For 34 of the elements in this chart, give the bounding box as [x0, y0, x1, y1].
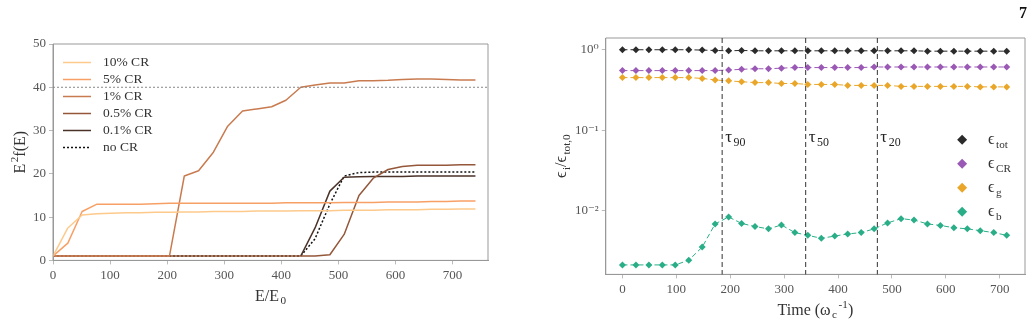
- x-tick-label: 500: [328, 266, 349, 282]
- legend-label: 0.5% CR: [103, 105, 153, 121]
- legend-label: 1% CR: [103, 88, 143, 104]
- x-tick-label: 700: [989, 280, 1010, 296]
- x-tick-label: 600: [936, 280, 956, 296]
- x-tick-label: 600: [385, 266, 406, 282]
- legend-label: 10% CR: [103, 54, 150, 70]
- y-tick-label: 10: [33, 208, 46, 224]
- x-tick-label: 0: [619, 280, 626, 296]
- text: 7: [1019, 4, 1027, 22]
- y-tick-label: 0: [39, 251, 46, 267]
- y-tick-label: 50: [33, 35, 46, 51]
- x-tick-label: 400: [271, 266, 292, 282]
- x-tick-label: 300: [774, 280, 794, 296]
- x-tick-label: 300: [214, 266, 235, 282]
- y-tick-label: 20: [33, 165, 46, 181]
- x-tick-label: 700: [442, 266, 463, 282]
- y-tick-label: 30: [33, 121, 46, 137]
- x-tick-label: 100: [666, 280, 687, 296]
- y-tick-label: 10⁰: [580, 41, 599, 57]
- x-tick-label: 400: [828, 280, 848, 296]
- x-tick-label: 0: [49, 266, 57, 282]
- x-tick-label: 200: [157, 266, 177, 282]
- legend-label: no CR: [103, 139, 138, 155]
- y-tick-label: 40: [33, 78, 46, 94]
- y-tick-label: 10⁻²: [574, 201, 599, 217]
- x-tick-label: 100: [100, 266, 120, 282]
- legend-label: 0.1% CR: [103, 122, 153, 138]
- y-tick-label: 10⁻¹: [574, 121, 599, 137]
- x-tick-label: 500: [882, 280, 902, 296]
- legend-label: 5% CR: [103, 71, 143, 87]
- y-axis-title: E2f(E): [8, 130, 30, 174]
- x-tick-label: 200: [720, 280, 740, 296]
- y-axis-title: ϵi/ϵtot,0: [551, 133, 572, 179]
